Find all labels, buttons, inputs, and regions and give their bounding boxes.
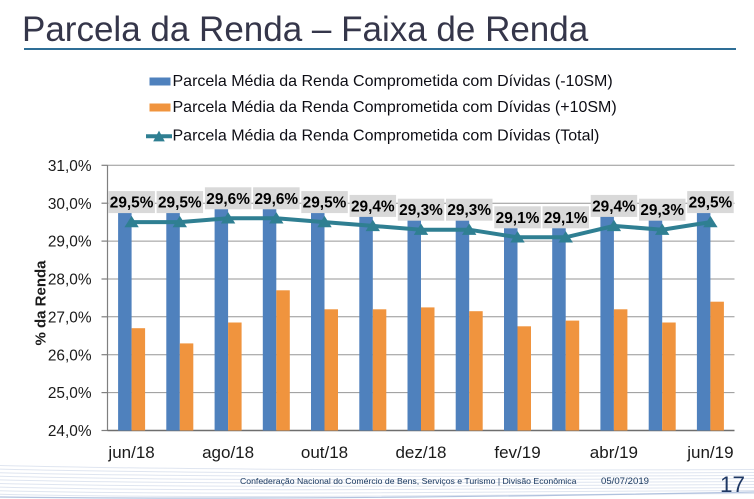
svg-text:ago/18: ago/18	[202, 443, 254, 462]
svg-text:Parcela Média da Renda Comprom: Parcela Média da Renda Comprometida com …	[173, 99, 617, 116]
svg-text:29,1%: 29,1%	[544, 210, 588, 227]
svg-text:% da Renda: % da Renda	[33, 260, 50, 346]
svg-text:27,0%: 27,0%	[48, 309, 92, 326]
svg-text:29,1%: 29,1%	[496, 210, 540, 227]
svg-text:29,5%: 29,5%	[689, 195, 733, 212]
svg-text:29,3%: 29,3%	[447, 202, 491, 219]
svg-text:Parcela Média da Renda Comprom: Parcela Média da Renda Comprometida com …	[173, 73, 613, 90]
svg-text:dez/18: dez/18	[395, 443, 446, 462]
svg-text:29,6%: 29,6%	[254, 191, 298, 208]
svg-text:29,5%: 29,5%	[158, 195, 202, 212]
svg-text:29,5%: 29,5%	[110, 195, 154, 212]
svg-text:31,0%: 31,0%	[48, 158, 92, 175]
svg-text:29,5%: 29,5%	[303, 195, 347, 212]
svg-text:abr/19: abr/19	[590, 443, 638, 462]
svg-text:29,3%: 29,3%	[399, 202, 443, 219]
svg-text:24,0%: 24,0%	[48, 423, 92, 440]
svg-text:29,4%: 29,4%	[592, 198, 636, 215]
svg-text:Parcela Média da Renda Comprom: Parcela Média da Renda Comprometida com …	[173, 128, 600, 145]
svg-text:25,0%: 25,0%	[48, 385, 92, 402]
svg-text:jun/18: jun/18	[107, 443, 154, 462]
svg-text:out/18: out/18	[301, 443, 348, 462]
svg-text:29,0%: 29,0%	[48, 234, 92, 251]
svg-text:29,3%: 29,3%	[640, 202, 684, 219]
svg-text:30,0%: 30,0%	[48, 196, 92, 213]
svg-text:29,6%: 29,6%	[206, 191, 250, 208]
svg-text:26,0%: 26,0%	[48, 347, 92, 364]
svg-text:28,0%: 28,0%	[48, 272, 92, 289]
svg-text:fev/19: fev/19	[494, 443, 540, 462]
svg-text:jun/19: jun/19	[686, 443, 733, 462]
svg-text:29,4%: 29,4%	[351, 198, 395, 215]
